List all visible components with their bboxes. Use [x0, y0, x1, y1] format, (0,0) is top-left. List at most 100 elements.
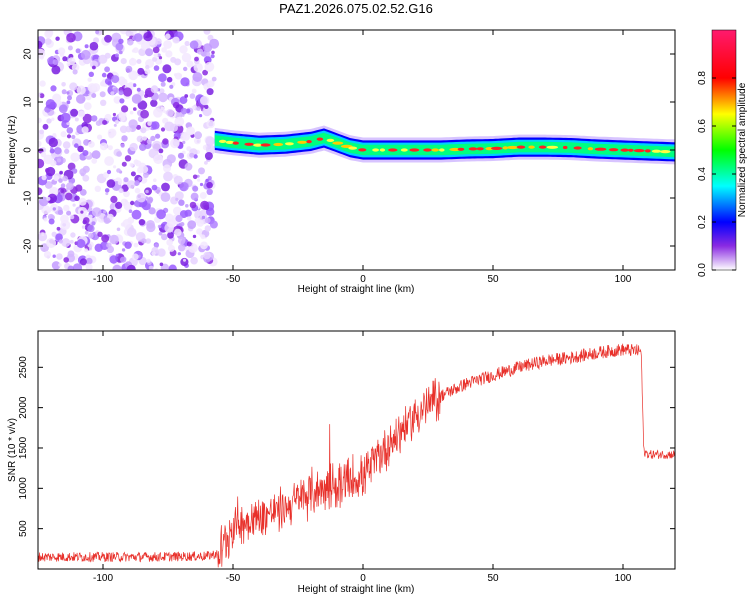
ridge-peak — [348, 146, 358, 150]
noise-blob — [106, 179, 116, 188]
noise-blob — [132, 83, 137, 88]
noise-blob — [204, 225, 211, 232]
noise-blob — [46, 118, 52, 124]
noise-blob — [46, 208, 51, 213]
colorbar-label: Normalized spectral amplitude — [737, 82, 748, 217]
x-tick-label: 0 — [360, 274, 366, 285]
noise-blob — [192, 185, 199, 192]
noise-blob — [63, 257, 69, 263]
noise-blob — [110, 195, 118, 203]
noise-blob — [41, 175, 47, 181]
ridge-peak — [326, 138, 335, 142]
noise-blob — [87, 77, 92, 82]
ridge-peak — [358, 148, 367, 152]
noise-blob — [144, 94, 149, 98]
colorbar-tick-label: 0.8 — [697, 71, 708, 85]
y-tick-label: 1500 — [18, 436, 29, 459]
noise-blob — [87, 83, 97, 93]
ridge-peak — [538, 145, 547, 149]
noise-blob — [97, 231, 103, 237]
snr-x-label: Height of straight line (km) — [298, 584, 415, 595]
noise-blob — [98, 54, 108, 64]
noise-blob — [170, 56, 177, 63]
noise-blob — [85, 263, 93, 270]
noise-blob — [150, 85, 159, 94]
noise-blob — [206, 119, 215, 129]
noise-blob — [118, 188, 124, 194]
noise-blob — [185, 204, 189, 208]
spectrogram-x-label: Height of straight line (km) — [298, 284, 415, 295]
noise-blob — [165, 50, 173, 58]
noise-blob — [125, 30, 132, 37]
noise-blob — [50, 159, 57, 167]
noise-blob — [193, 154, 198, 159]
noise-blob — [60, 183, 66, 188]
ridge-peak — [439, 148, 445, 152]
y-tick-label: 0 — [23, 147, 34, 153]
noise-blob — [81, 225, 86, 229]
noise-blob — [60, 220, 71, 230]
noise-blob — [78, 197, 87, 206]
ridge-peak — [232, 141, 239, 145]
noise-blob — [55, 233, 63, 241]
noise-blob — [60, 131, 67, 138]
ridge-peak — [659, 150, 671, 154]
ridge-peak — [388, 148, 398, 152]
ridge-peak — [628, 148, 634, 152]
noise-blob — [118, 114, 126, 122]
noise-blob — [173, 73, 178, 77]
noise-blob — [121, 161, 127, 167]
noise-blob — [72, 203, 76, 207]
noise-blob — [66, 127, 74, 134]
ridge-peak — [332, 141, 344, 145]
noise-blob — [91, 207, 102, 217]
noise-blob — [209, 220, 218, 229]
noise-blob — [104, 34, 112, 43]
noise-blob — [48, 137, 58, 148]
noise-blob — [163, 40, 173, 49]
noise-blob — [66, 134, 72, 139]
ridge-peak — [273, 142, 284, 147]
noise-blob — [161, 233, 168, 241]
noise-blob — [205, 136, 215, 146]
noise-blob — [51, 65, 61, 75]
noise-blob — [153, 53, 159, 58]
noise-blob — [76, 239, 86, 248]
noise-blob — [180, 107, 188, 115]
ridge-peak — [502, 146, 508, 150]
ridge-peak — [587, 147, 594, 151]
noise-blob — [52, 207, 56, 211]
noise-blob — [145, 238, 151, 244]
noise-blob — [143, 172, 149, 179]
noise-blob — [67, 265, 75, 270]
noise-blob — [128, 209, 133, 213]
noise-blob — [116, 227, 121, 232]
noise-blob — [131, 209, 142, 220]
noise-blob — [89, 247, 93, 251]
noise-blob — [133, 242, 139, 248]
ridge-peak — [506, 145, 519, 150]
y-tick-label: 1000 — [18, 477, 29, 500]
noise-blob — [109, 255, 118, 264]
ridge-peak — [476, 147, 484, 151]
noise-blob — [203, 55, 212, 64]
noise-blob — [199, 192, 207, 199]
noise-blob — [155, 38, 162, 45]
noise-blob — [161, 182, 170, 192]
noise-blob — [163, 164, 171, 173]
noise-blob — [184, 209, 192, 217]
noise-blob — [104, 188, 110, 193]
noise-blob — [129, 162, 134, 167]
snr-x-ticks: -100 -50 0 50 100 — [93, 331, 632, 584]
noise-blob — [173, 206, 182, 216]
noise-blob — [123, 177, 129, 183]
noise-blob — [81, 126, 89, 134]
noise-blob — [138, 219, 146, 226]
noise-blob — [99, 142, 108, 151]
noise-blob — [39, 93, 45, 99]
noise-blob — [204, 152, 213, 160]
noise-blob — [97, 134, 103, 140]
noise-blob — [39, 80, 46, 87]
noise-blob — [202, 106, 212, 117]
noise-blob — [145, 189, 149, 194]
